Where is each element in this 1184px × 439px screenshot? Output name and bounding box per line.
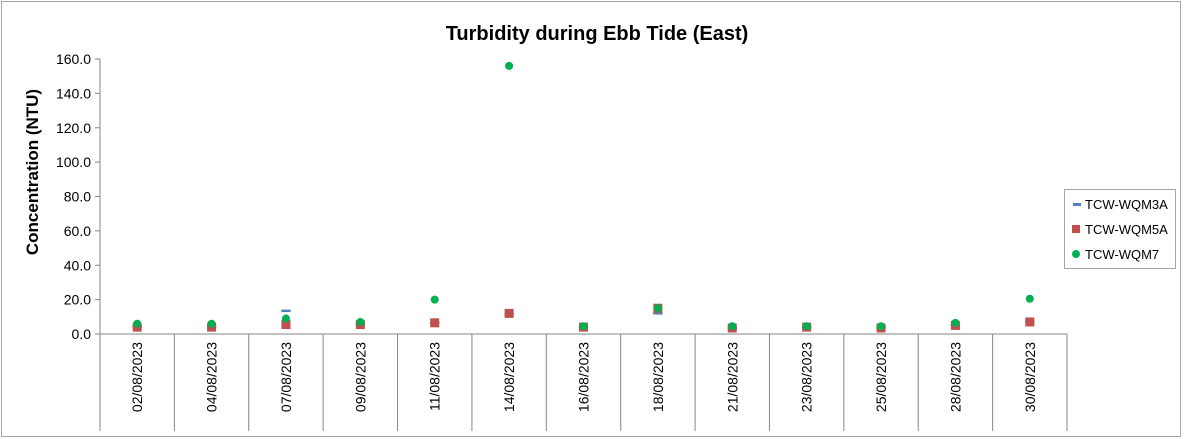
square-marker-icon (1071, 224, 1081, 234)
y-tick-label: 0.0 (72, 326, 92, 342)
data-point-wqm7 (133, 319, 142, 328)
x-tick-label: 30/08/2023 (1022, 342, 1038, 412)
x-tick-label: 11/08/2023 (427, 342, 443, 411)
data-marks (131, 61, 1036, 333)
x-tick-label: 07/08/2023 (278, 342, 294, 412)
legend-label: TCW-WQM5A (1085, 221, 1168, 237)
data-point-wqm7 (802, 322, 811, 331)
data-point-wqm7 (877, 322, 886, 331)
y-tick-label: 160.0 (56, 51, 91, 67)
x-tick-label: 21/08/2023 (724, 342, 740, 412)
data-point-wqm3a (280, 308, 292, 313)
data-point-wqm7 (430, 295, 439, 304)
legend-item-wqm7: TCW-WQM7 (1071, 245, 1159, 263)
dash-marker-icon (1071, 199, 1082, 209)
chart-title: Turbidity during Ebb Tide (East) (446, 23, 749, 45)
x-tick-label: 18/08/2023 (650, 342, 666, 412)
legend-item-wqm5a: TCW-WQM5A (1071, 220, 1168, 238)
data-point-wqm7 (728, 322, 737, 331)
data-point-wqm7 (356, 317, 365, 326)
data-point-wqm7 (207, 319, 216, 328)
x-tick-label: 14/08/2023 (501, 342, 517, 412)
data-point-wqm5a (281, 320, 291, 330)
y-tick-label: 80.0 (64, 189, 91, 205)
legend-label: TCW-WQM3A (1085, 196, 1168, 212)
data-point-wqm7 (951, 318, 960, 327)
data-point-wqm7 (281, 314, 290, 323)
y-tick-label: 20.0 (64, 292, 91, 308)
y-tick-label: 120.0 (56, 120, 91, 136)
data-point-wqm7 (1025, 294, 1034, 303)
x-tick-label: 23/08/2023 (799, 342, 815, 412)
x-tick-label: 09/08/2023 (352, 342, 368, 412)
legend: TCW-WQM3A TCW-WQM5A TCW-WQM7 (1064, 189, 1176, 269)
x-tick-label: 25/08/2023 (873, 342, 889, 412)
data-point-wqm7 (653, 304, 662, 313)
y-tick-label: 40.0 (64, 257, 91, 273)
x-tick-label: 04/08/2023 (204, 342, 220, 412)
data-point-wqm7 (579, 322, 588, 331)
data-point-wqm5a (504, 308, 514, 318)
legend-item-wqm3a: TCW-WQM3A (1071, 195, 1168, 213)
data-point-wqm5a (430, 318, 440, 328)
circle-marker-icon (1071, 249, 1081, 259)
y-tick-label: 60.0 (64, 223, 91, 239)
y-axis-label: Concentration (NTU) (23, 89, 42, 255)
x-tick-label: 16/08/2023 (576, 342, 592, 412)
data-point-wqm7 (505, 61, 514, 70)
y-tick-label: 140.0 (56, 85, 91, 101)
x-tick-label: 02/08/2023 (129, 342, 145, 412)
data-point-wqm5a (1025, 317, 1035, 327)
x-tick-label: 28/08/2023 (947, 342, 963, 412)
axes: 0.0 20.0 40.0 60.0 80.0 100.0 120.0 140.0 160.0 0… (56, 51, 1068, 431)
y-tick-label: 100.0 (56, 154, 91, 170)
legend-label: TCW-WQM7 (1085, 246, 1160, 262)
